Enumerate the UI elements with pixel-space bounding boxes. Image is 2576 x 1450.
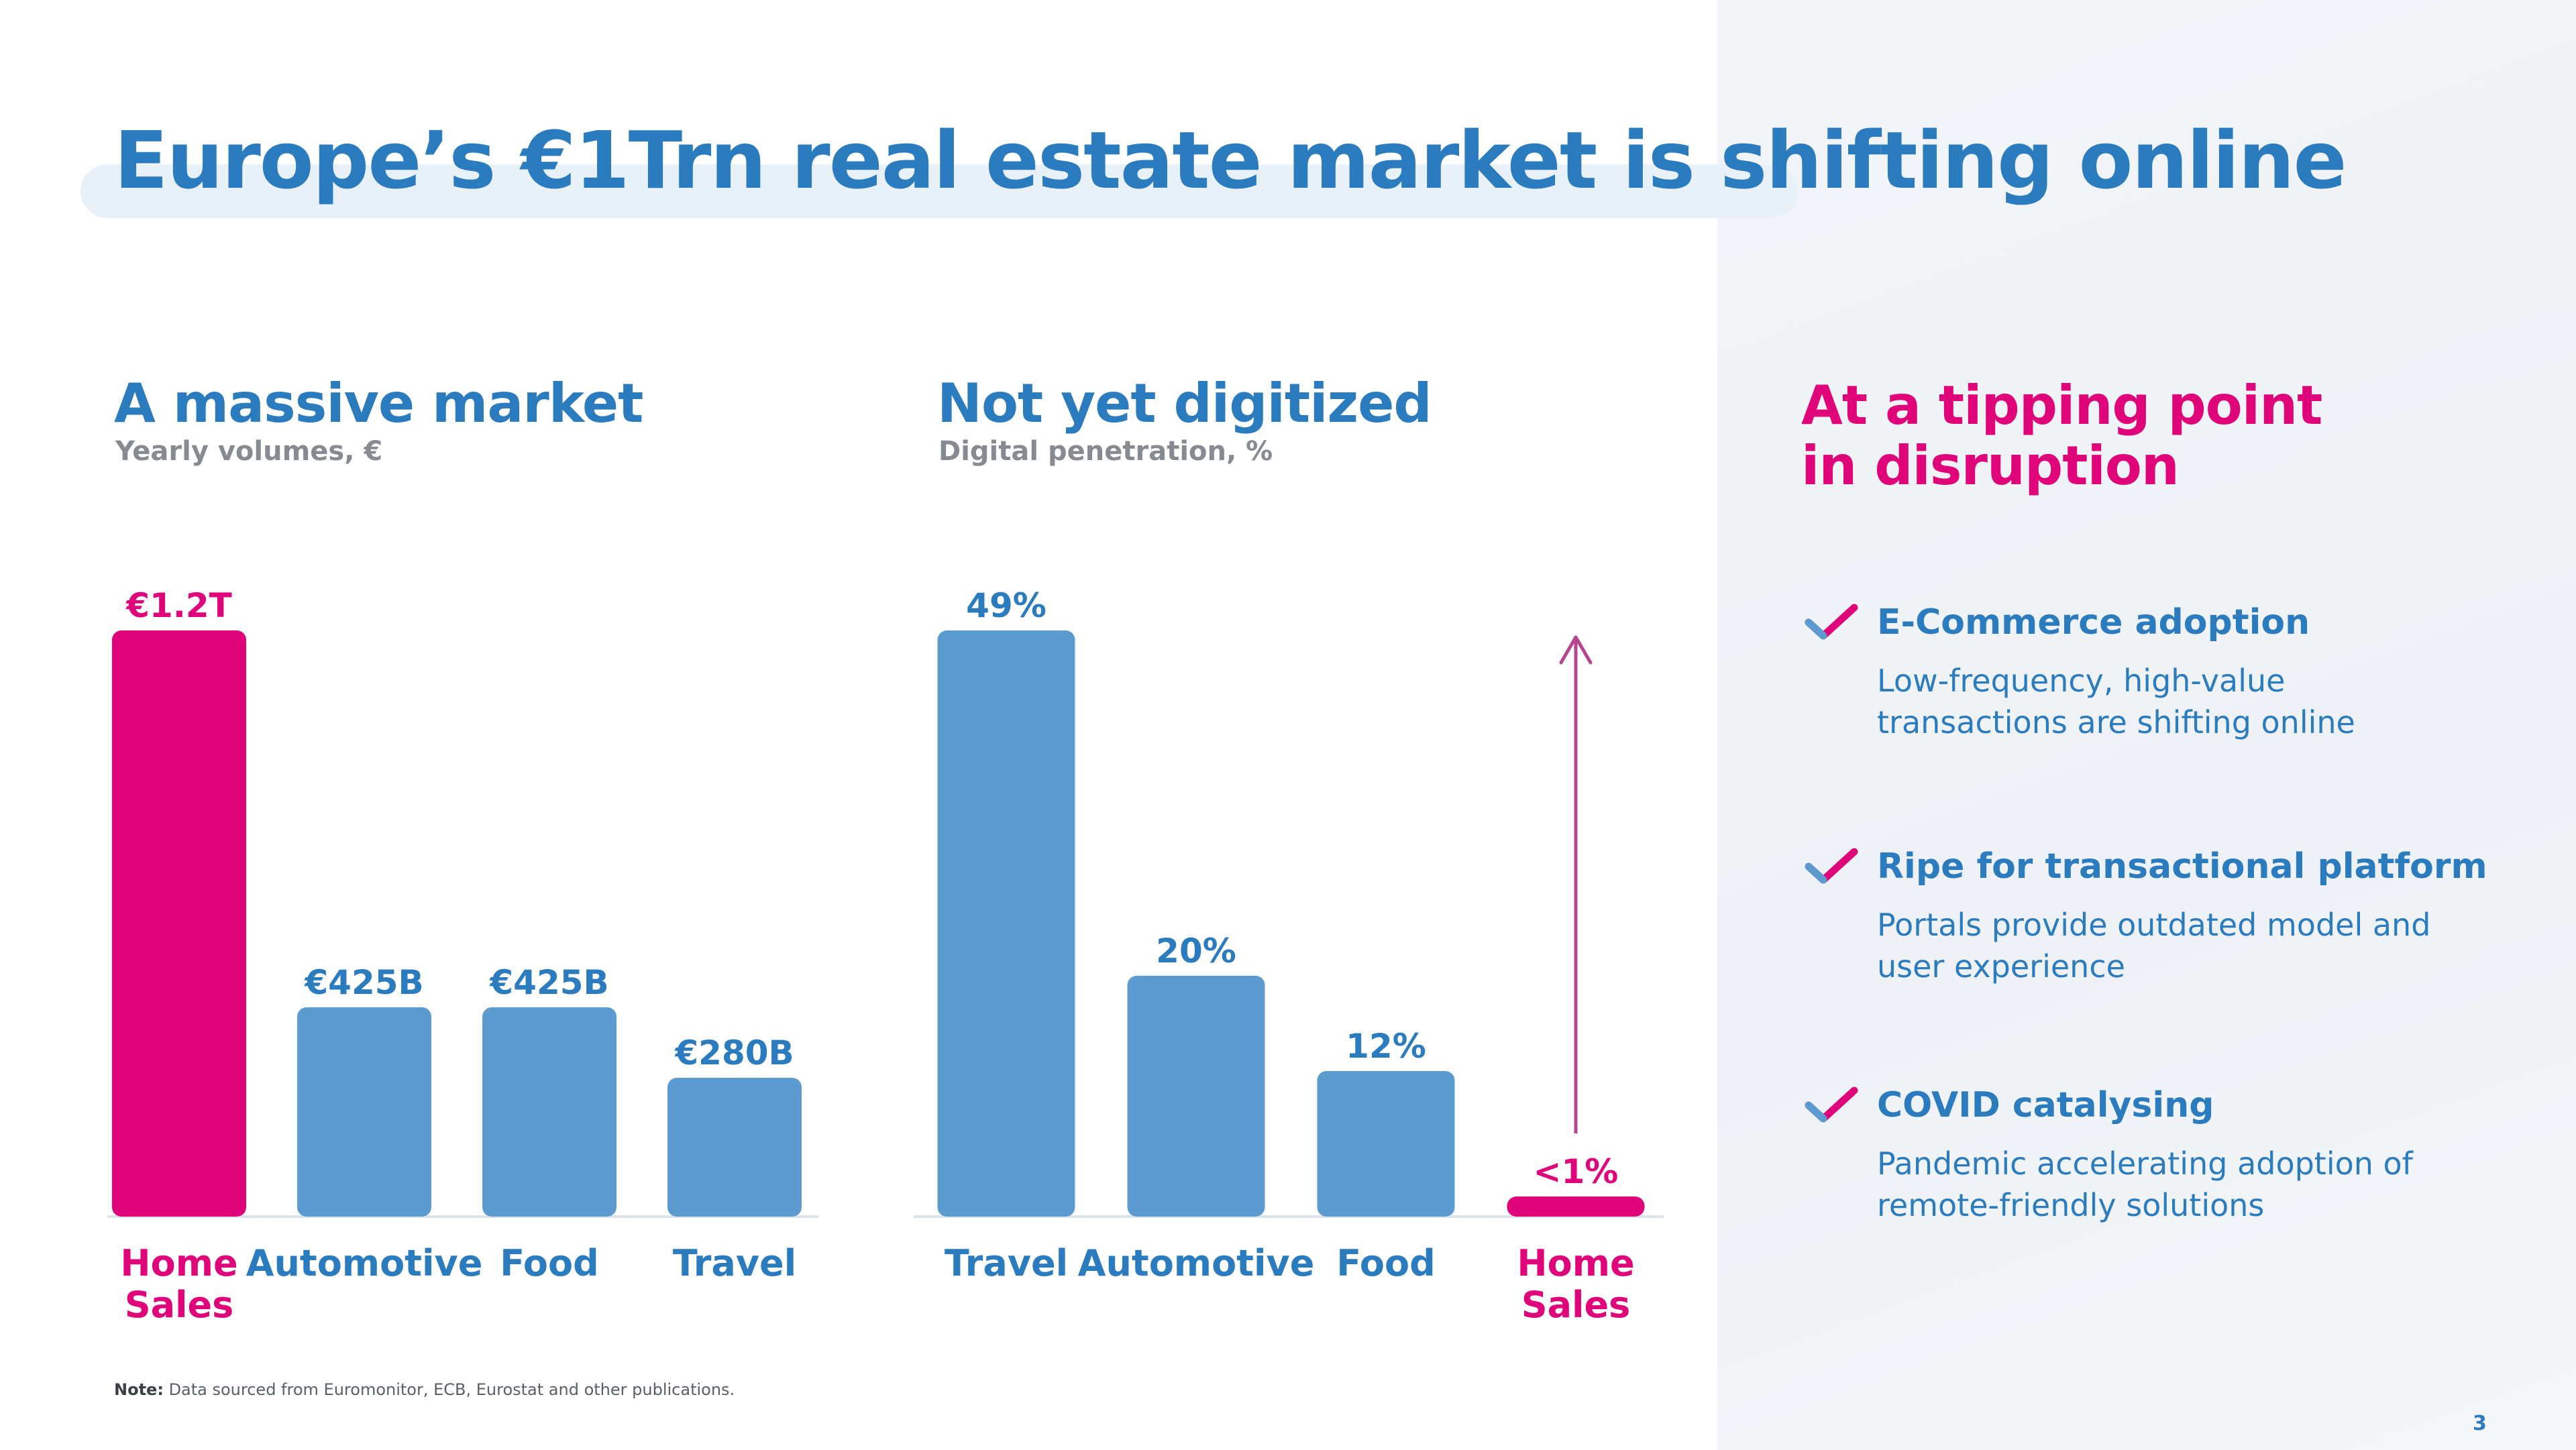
data-label-travel: €280B <box>674 1034 794 1072</box>
data-label-food: €425B <box>489 963 608 1002</box>
category-label-line: Food <box>500 1242 599 1284</box>
data-label-travel: 49% <box>966 586 1046 625</box>
category-label-food: Food <box>500 1242 599 1284</box>
bar-home-sales <box>112 630 246 1217</box>
bar-home-sales <box>1507 1196 1645 1217</box>
bar-automotive <box>297 1007 431 1217</box>
digitized-section-subtitle: Digital penetration, % <box>938 436 1273 467</box>
right-panel-background <box>1717 0 2576 1450</box>
category-label-food: Food <box>1336 1242 1436 1284</box>
category-label-automotive: Automotive <box>246 1242 483 1284</box>
data-label-automotive: €425B <box>304 963 423 1002</box>
point-title: COVID catalysing <box>1877 1085 2214 1125</box>
bar-travel <box>937 630 1075 1217</box>
check-icon <box>1805 604 1858 640</box>
tipping-point-title-line1: At a tipping point <box>1801 374 2322 437</box>
tipping-point-title-line2: in disruption <box>1801 435 2180 497</box>
tipping-point-title: At a tipping point in disruption <box>1801 376 2322 496</box>
point-title: Ripe for transactional platform <box>1877 846 2487 887</box>
title-highlight <box>80 164 1798 218</box>
source-note: Note: Data sourced from Euromonitor, ECB… <box>114 1380 735 1399</box>
category-label-line: Sales <box>1521 1284 1631 1326</box>
category-label-travel: Travel <box>945 1242 1068 1284</box>
data-label-food: 12% <box>1346 1027 1426 1066</box>
bar-travel <box>667 1078 802 1217</box>
data-label-home-sales: €1.2T <box>125 586 231 625</box>
digitized-section-title: Not yet digitized <box>937 372 1432 435</box>
category-label-line: Automotive <box>246 1242 483 1284</box>
point-title: E-Commerce adoption <box>1877 602 2310 643</box>
market-section-subtitle: Yearly volumes, € <box>115 436 383 467</box>
category-label-travel: Travel <box>673 1242 796 1284</box>
note-label: Note: <box>114 1380 164 1399</box>
bar-food <box>482 1007 616 1217</box>
point-description: Low-frequency, high-value transactions a… <box>1877 663 2355 740</box>
note-text: Data sourced from Euromonitor, ECB, Euro… <box>168 1380 735 1399</box>
category-label-home-sales: Home Sales <box>1517 1242 1634 1326</box>
digitized-bar-chart: 49% Travel 20% Automotive 12% Food <1% Home Sale… <box>914 586 1664 1326</box>
category-label-line: Food <box>1336 1242 1436 1284</box>
category-label-line: Travel <box>945 1242 1068 1284</box>
category-label-line: Home <box>120 1242 237 1284</box>
category-label-line: Travel <box>673 1242 796 1284</box>
point-description: Portals provide outdated model and user … <box>1877 907 2431 985</box>
data-label-automotive: 20% <box>1156 932 1236 970</box>
point-description: Pandemic accelerating adoption of remote… <box>1877 1146 2413 1223</box>
category-label-home-sales: Home Sales <box>120 1242 237 1326</box>
market-bar-chart: €1.2T Home Sales €425B Automotive €425B Food €2… <box>107 586 818 1326</box>
data-label-home-sales: <1% <box>1534 1152 1619 1191</box>
check-icon <box>1805 1086 1858 1123</box>
check-icon <box>1805 848 1858 884</box>
category-label-line: Automotive <box>1078 1242 1315 1284</box>
category-label-line: Home <box>1517 1242 1634 1284</box>
category-label-automotive: Automotive <box>1078 1242 1315 1284</box>
bar-automotive <box>1127 975 1265 1217</box>
page-title: Europe’s €1Trn real estate market is shi… <box>114 114 2347 207</box>
up-arrow-icon <box>1559 635 1593 665</box>
page-number: 3 <box>2473 1412 2487 1435</box>
bar-food <box>1317 1070 1455 1217</box>
category-label-line: Sales <box>125 1284 234 1326</box>
market-section-title: A massive market <box>114 372 643 435</box>
